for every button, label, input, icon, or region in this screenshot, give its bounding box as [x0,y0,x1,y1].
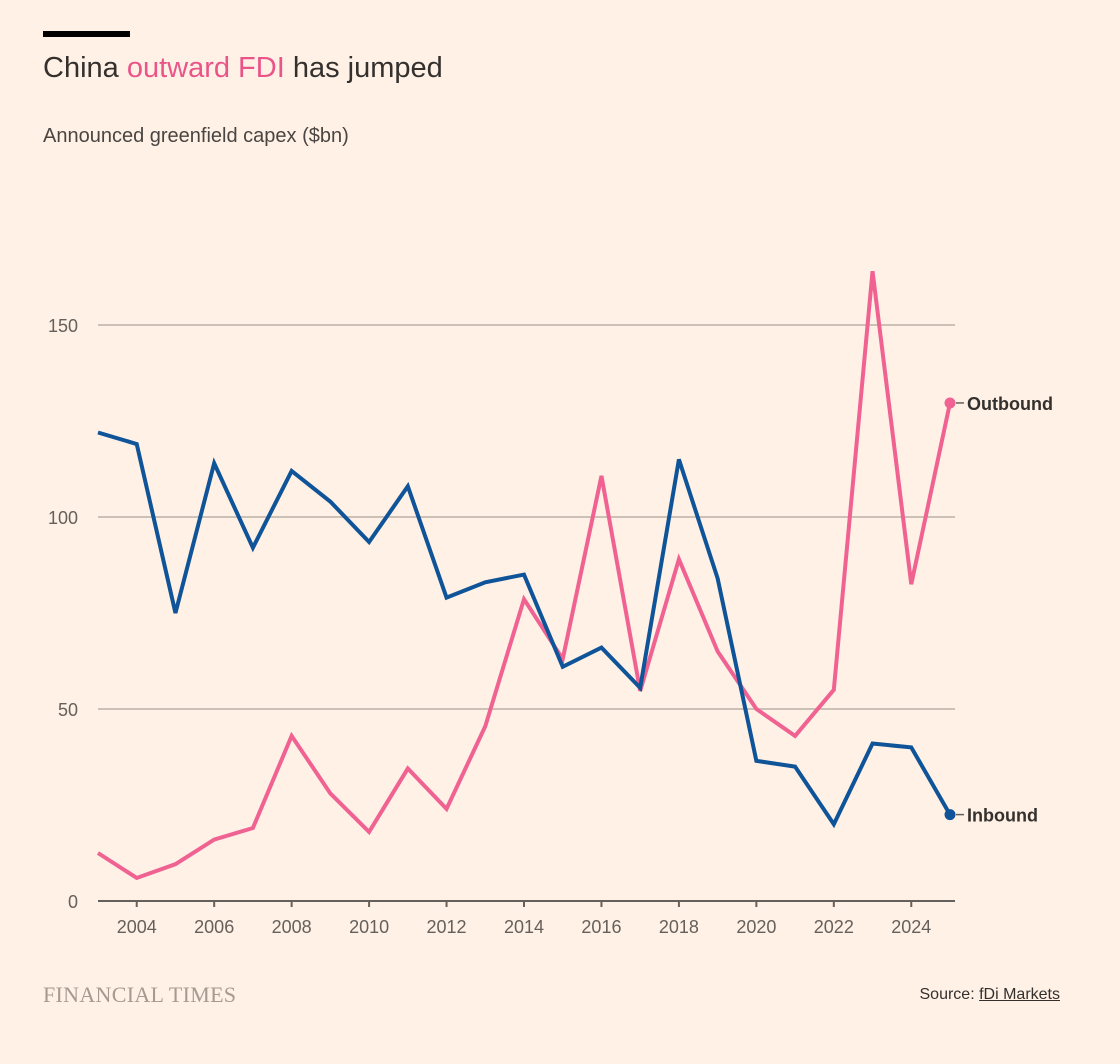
x-tick-label: 2008 [272,917,312,937]
ft-top-bar [43,31,130,37]
title-prefix: China [43,52,127,84]
series-label-inbound: Inbound [967,806,1038,826]
series-end-marker-inbound [944,809,956,821]
ft-logo: FINANCIAL TIMES [43,982,237,1007]
y-tick-label: 0 [68,892,78,912]
series-line-inbound [97,430,952,829]
x-tick-label: 2018 [659,917,699,937]
x-tick-label: 2012 [427,917,467,937]
x-tick-label: 2022 [814,917,854,937]
title-highlight: outward FDI [126,52,285,84]
x-tick-label: 2024 [891,917,931,937]
x-tick-label: 2006 [194,917,234,937]
chart-subtitle: Announced greenfield capex ($bn) [43,125,349,147]
source-link[interactable]: fDi Markets [979,986,1060,1003]
series-label-outbound: Outbound [967,394,1053,414]
x-tick-label: 2014 [504,917,544,937]
series-line-outbound [96,270,952,881]
source-note: Source: fDi Markets [920,986,1061,1004]
source-label: Source: [919,986,980,1003]
chart-title: China outward FDI has jumped [43,52,443,85]
y-tick-label: 50 [58,700,78,720]
x-tick-label: 2010 [349,917,389,937]
series-end-marker-outbound [944,397,956,409]
y-tick-label: 150 [48,316,78,336]
x-tick-label: 2004 [117,917,157,937]
y-tick-label: 100 [48,508,78,528]
x-tick-label: 2020 [736,917,776,937]
x-tick-label: 2016 [581,917,621,937]
title-suffix: has jumped [284,52,443,84]
